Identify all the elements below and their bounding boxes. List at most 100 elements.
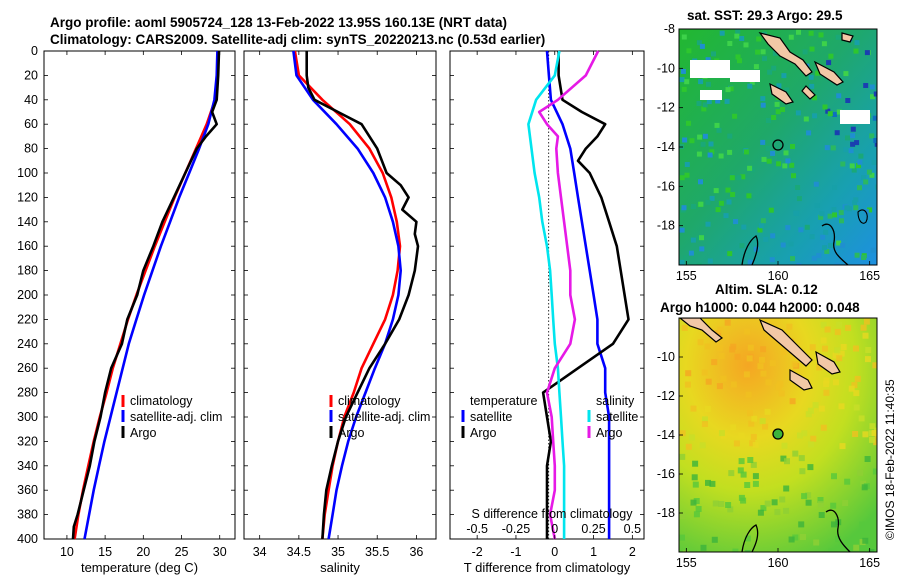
land-island-3 <box>789 368 813 391</box>
sst-pixel <box>867 207 873 213</box>
sst-pixel <box>863 209 869 215</box>
land-island-3 <box>813 60 844 86</box>
sst-pixel <box>798 227 804 233</box>
sst-pixel <box>836 93 842 99</box>
land-island-4 <box>801 85 816 100</box>
sst-pixel <box>808 30 814 36</box>
sla-pixel <box>852 431 859 437</box>
sst-pixel <box>747 259 753 265</box>
sst-pixel <box>814 203 820 208</box>
legend-label-temperature: temperature <box>470 394 537 408</box>
sla-pixel <box>733 440 740 447</box>
sst-pixel <box>771 115 777 120</box>
sla-pixel <box>808 441 815 448</box>
sla-pixel <box>858 415 865 422</box>
series-line-argo <box>71 50 221 540</box>
sst-pixel <box>857 159 863 165</box>
sla-pixel <box>760 505 767 512</box>
sla-pixel <box>711 359 718 366</box>
sla-pixel <box>738 494 745 501</box>
sla-pixel <box>781 442 788 449</box>
sla-pixel <box>681 325 688 331</box>
sla-pixel <box>744 328 751 335</box>
sla-pixel <box>759 418 766 425</box>
sst-pixel <box>851 167 857 173</box>
x-tick-label: 0 <box>551 545 558 559</box>
sla-pixel <box>709 480 716 487</box>
series-line-s-satellite <box>527 50 566 539</box>
sst-pixel <box>806 130 812 136</box>
sst-pixel <box>723 213 729 219</box>
sst-pixel <box>681 86 687 92</box>
sla-pixel <box>783 507 790 514</box>
x-axis-label: salinity <box>320 560 360 575</box>
sst-pixel <box>803 116 809 122</box>
sst-pixel <box>796 29 801 35</box>
sla-pixel <box>865 356 871 363</box>
sla-pixel <box>747 410 753 417</box>
sst-pixel <box>684 162 690 167</box>
sla-pixel <box>813 539 820 546</box>
legend-label-salinity: salinity <box>596 394 635 408</box>
depth-tick-label: 180 <box>17 264 38 278</box>
sla-pixel <box>752 473 759 480</box>
sla-pixel <box>737 467 744 474</box>
sla-pixel <box>744 535 751 542</box>
sla-pixel <box>791 361 798 368</box>
sla-pixel <box>792 534 799 541</box>
sst-pixel <box>804 224 810 230</box>
sla-pixel <box>861 484 868 491</box>
sst-pixel <box>791 173 796 179</box>
figure-title-line1: Argo profile: aoml 5905724_128 13-Feb-20… <box>50 15 507 30</box>
sla-pixel <box>764 408 771 415</box>
legend-label-s-argo: Argo <box>596 426 622 440</box>
map-y-tick-label: -14 <box>657 140 675 154</box>
sst-pixel <box>730 192 736 197</box>
sst-pixel <box>749 79 755 85</box>
sst-pixel <box>696 101 702 106</box>
sla-pixel <box>842 500 849 506</box>
sst-pixel <box>760 102 766 108</box>
map-x-tick-label: 155 <box>676 556 697 570</box>
sst-pixel <box>707 152 713 158</box>
x-axis-label: temperature (deg C) <box>81 560 198 575</box>
sst-pixel <box>760 218 766 224</box>
sst-pixel <box>760 49 766 55</box>
sst-pixel <box>705 81 711 87</box>
sst-pixel <box>689 138 695 144</box>
sst-pixel <box>765 146 771 151</box>
sla-pixel <box>863 318 870 325</box>
sst-pixel <box>758 223 764 229</box>
sla-pixel <box>775 384 782 391</box>
sst-pixel <box>850 141 856 147</box>
x-axis-label: T difference from climatology <box>464 560 631 575</box>
sst-no-data-patch <box>700 90 722 100</box>
sla-pixel <box>823 381 830 387</box>
sla-pixel <box>774 509 781 516</box>
sst-pixel <box>863 83 869 88</box>
sla-pixel <box>751 415 758 422</box>
sst-pixel <box>696 40 702 46</box>
reef-contour-2 <box>821 223 849 265</box>
sst-pixel <box>822 245 827 251</box>
sla-pixel <box>685 370 692 377</box>
sst-pixel <box>832 112 837 117</box>
sla-pixel <box>777 381 784 388</box>
sst-pixel <box>836 109 842 115</box>
sla-pixel <box>760 370 767 377</box>
sst-pixel <box>840 242 846 248</box>
sst-pixel <box>700 141 706 147</box>
sla-pixel <box>718 501 725 507</box>
sla-pixel <box>831 473 837 480</box>
sst-pixel <box>802 49 808 55</box>
depth-tick-label: 80 <box>24 142 38 156</box>
sst-pixel <box>747 83 753 89</box>
sla-pixel <box>834 329 841 336</box>
sst-pixel <box>718 153 724 159</box>
sla-pixel <box>831 521 837 528</box>
map-y-tick-label: -12 <box>657 101 675 115</box>
sla-pixel <box>862 431 869 438</box>
sla-pixel <box>805 411 812 418</box>
sst-pixel <box>698 179 703 185</box>
